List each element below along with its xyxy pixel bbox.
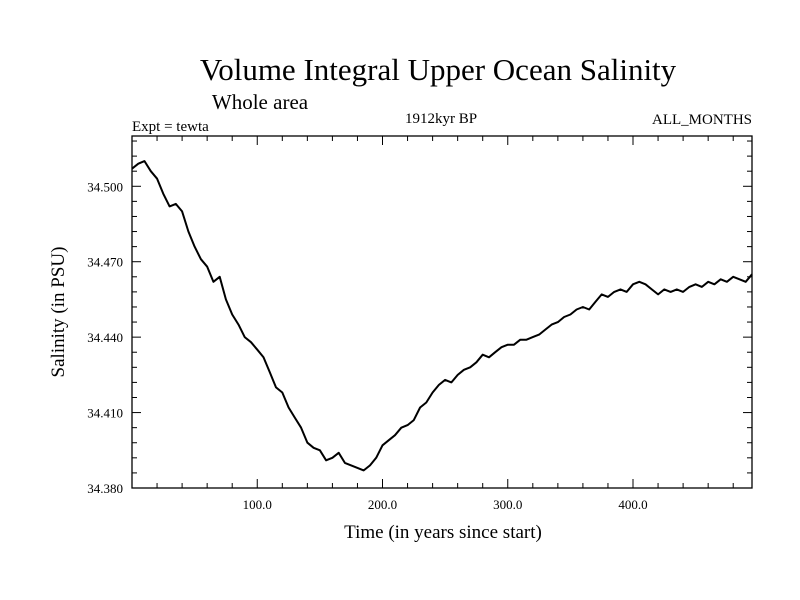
- experiment-label: Expt = tewta: [132, 119, 209, 135]
- y-tick-label: 34.470: [87, 255, 123, 270]
- axis-tick-labels: 100.0 200.0 300.0 400.0 34.380 34.410 34.440 34…: [87, 179, 647, 512]
- y-tick-label: 34.500: [87, 179, 123, 194]
- x-tick-label: 200.0: [368, 497, 397, 512]
- months-label: ALL_MONTHS: [652, 112, 752, 128]
- plot-frame: [131, 135, 753, 489]
- y-axis-label: Salinity (in PSU): [48, 247, 69, 378]
- x-axis-label: Time (in years since start): [344, 522, 542, 543]
- chart-title: Volume Integral Upper Ocean Salinity: [200, 52, 677, 87]
- x-tick-label: 400.0: [618, 497, 647, 512]
- axis-ticks: [132, 136, 752, 488]
- x-tick-label: 100.0: [243, 497, 272, 512]
- salinity-series-line: [131, 160, 753, 472]
- y-tick-label: 34.380: [87, 481, 123, 496]
- x-tick-label: 300.0: [493, 497, 522, 512]
- y-tick-label: 34.410: [87, 406, 123, 421]
- period-label: 1912kyr BP: [405, 111, 477, 127]
- y-tick-label: 34.440: [87, 330, 123, 345]
- chart-subtitle: Whole area: [212, 90, 309, 114]
